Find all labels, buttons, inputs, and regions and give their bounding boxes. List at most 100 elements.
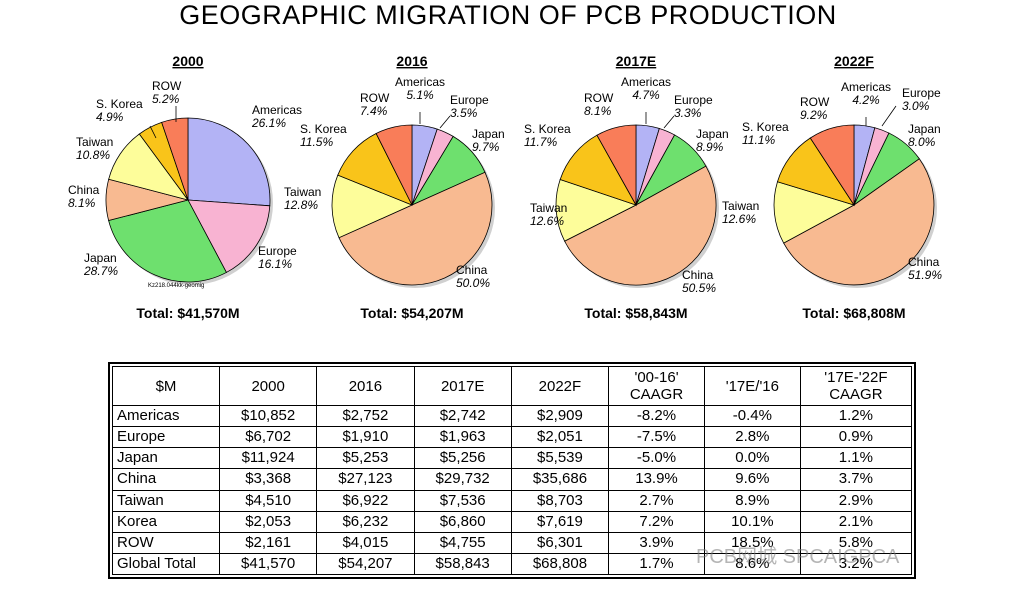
row-label: Korea xyxy=(112,510,220,533)
table-cell: $4,015 xyxy=(316,531,415,554)
pie-2017e-label-s-korea: S. Korea xyxy=(524,122,571,136)
data-table-frame: $M 2000 2016 2017E 2022F '00-16' CAAGR '17E/'16… xyxy=(108,362,916,579)
row-label: Japan xyxy=(112,447,220,470)
pie-2016-label-taiwan: Taiwan xyxy=(284,185,321,199)
pie-2017e-value-japan: 8.9% xyxy=(696,140,724,154)
table-cell: $8,703 xyxy=(510,489,610,512)
table-cell: $4,510 xyxy=(218,489,318,512)
pie-2017e-label-europe: Europe xyxy=(674,93,713,107)
pie-2017e-label-taiwan: Taiwan xyxy=(530,201,567,215)
pie-2022f-total: Total: $68,808M xyxy=(802,305,905,321)
table-cell: $7,536 xyxy=(413,489,512,512)
table-cell: $2,051 xyxy=(510,426,610,449)
pie-2022f-label-row: ROW xyxy=(800,95,830,109)
pie-2016-label-americas: Americas xyxy=(395,75,445,89)
pie-2017e-label-row: ROW xyxy=(584,91,614,105)
leader-line xyxy=(663,115,675,129)
table-cell: $2,909 xyxy=(510,404,610,428)
table-cell: $68,808 xyxy=(510,552,610,576)
table-cell: 13.9% xyxy=(608,468,705,491)
pie-2000-label-europe: Europe xyxy=(258,244,297,258)
pie-2016-label-europe: Europe xyxy=(450,93,489,107)
page-title: GEOGRAPHIC MIGRATION OF PCB PRODUCTION xyxy=(179,0,837,30)
pie-2000-title: 2000 xyxy=(172,53,203,69)
table-cell: 1.7% xyxy=(608,552,705,576)
pie-2000-note: Kz218.044kk-geomig xyxy=(148,283,204,289)
pie-2016-value-europe: 3.5% xyxy=(450,106,478,120)
table-cell: $1,963 xyxy=(413,426,512,449)
pie-2016-value-china: 50.0% xyxy=(456,276,490,290)
table-cell: $6,860 xyxy=(413,510,512,533)
table-cell: $35,686 xyxy=(510,468,610,491)
table-cell: 8.6% xyxy=(703,552,801,576)
table-cell: -7.5% xyxy=(608,426,705,449)
table-row: Korea $2,053 $6,232 $6,860 $7,619 7.2% 10.1% 2.… xyxy=(112,510,913,533)
pie-2000-value-taiwan: 10.8% xyxy=(76,148,110,162)
table-header-row: $M 2000 2016 2017E 2022F '00-16' CAAGR '17E/'16… xyxy=(112,366,913,406)
pie-2016-label-japan: Japan xyxy=(472,127,505,141)
column-header: '17E-'22F CAAGR xyxy=(799,366,913,406)
column-header: $M xyxy=(112,366,220,406)
table-cell: 2.9% xyxy=(799,489,913,512)
pie-2017e-slice-row xyxy=(596,124,637,207)
pie-2016-value-row: 7.4% xyxy=(360,104,388,118)
pie-2022f-label-taiwan: Taiwan xyxy=(722,199,759,213)
pie-2016-slice-taiwan xyxy=(331,174,414,239)
table-cell: $11,924 xyxy=(218,447,318,470)
table-cell: $5,256 xyxy=(413,447,512,470)
pie-2000-label-taiwan: Taiwan xyxy=(76,135,113,149)
pie-2022f-label-europe: Europe xyxy=(902,86,941,100)
pie-2022f-value-taiwan: 12.6% xyxy=(722,212,756,226)
pie-2016-value-japan: 9.7% xyxy=(472,140,500,154)
pie-2000-value-americas: 26.1% xyxy=(251,116,286,130)
table-cell: $29,732 xyxy=(413,468,512,491)
pie-2017e-slice-china xyxy=(564,165,717,286)
pie-2016-label-s-korea: S. Korea xyxy=(300,122,347,136)
table-cell: $2,742 xyxy=(413,404,512,428)
pie-2016-slice-row xyxy=(375,124,413,206)
pie-2022f-slice-china xyxy=(783,158,935,286)
row-label: ROW xyxy=(112,531,220,554)
pie-2017e-label-japan: Japan xyxy=(696,127,729,141)
pie-2016-value-americas: 5.1% xyxy=(406,88,434,102)
table-cell: $5,253 xyxy=(316,447,415,470)
table-cell: $10,852 xyxy=(218,404,318,428)
pie-2022f-value-china: 51.9% xyxy=(908,268,942,282)
pie-2000-label-china: China xyxy=(68,183,100,197)
pie-2000-label-row: ROW xyxy=(152,79,182,93)
table-cell: $41,570 xyxy=(218,552,318,576)
table-cell: $58,843 xyxy=(413,552,512,576)
pie-2017e-value-row: 8.1% xyxy=(584,104,612,118)
watermark: PCB网城 SPCAIGPCA xyxy=(696,546,900,568)
table-cell: -8.2% xyxy=(608,404,705,428)
table-cell: 1.2% xyxy=(799,404,913,428)
table-cell: $6,702 xyxy=(218,426,318,449)
pie-2016-value-s-korea: 11.5% xyxy=(300,135,333,149)
column-header: '00-16' CAAGR xyxy=(608,366,705,406)
pie-2016-label-china: China xyxy=(456,263,488,277)
table-cell: 3.2% xyxy=(799,552,913,576)
pie-2022f-value-americas: 4.2% xyxy=(852,93,880,107)
table-cell: $5,539 xyxy=(510,447,610,470)
pie-2017e-value-europe: 3.3% xyxy=(674,106,702,120)
pie-2000-value-s-korea: 4.9% xyxy=(96,110,124,124)
leader-line xyxy=(149,125,157,139)
row-label: Europe xyxy=(112,426,220,449)
pie-2022f-value-row: 9.2% xyxy=(800,108,828,122)
table-row: Global Total $41,570 $54,207 $58,843 $68,808… xyxy=(112,552,913,576)
pie-2016-label-row: ROW xyxy=(360,91,390,105)
table-cell: $6,922 xyxy=(316,489,415,512)
pie-2017e-value-s-korea: 11.7% xyxy=(524,135,557,149)
pie-2022f-title: 2022F xyxy=(834,53,874,69)
pie-2016-title: 2016 xyxy=(396,53,427,69)
table-row: Europe $6,702 $1,910 $1,963 $2,051 -7.5% 2.8% 0… xyxy=(112,426,913,449)
pie-2017e-label-china: China xyxy=(682,268,714,282)
table-cell: $2,053 xyxy=(218,510,318,533)
table-cell: 10.1% xyxy=(703,510,801,533)
pie-2000-slice-americas xyxy=(187,117,271,207)
row-label: Taiwan xyxy=(112,489,220,512)
pie-2022f-slice-taiwan xyxy=(773,181,856,244)
pie-2016-total: Total: $54,207M xyxy=(360,305,463,321)
pie-2017e-value-taiwan: 12.6% xyxy=(530,214,564,228)
pie-charts: 2000 Total: $41,570M Kz218.044kk-geomig Ame… xyxy=(68,53,942,321)
